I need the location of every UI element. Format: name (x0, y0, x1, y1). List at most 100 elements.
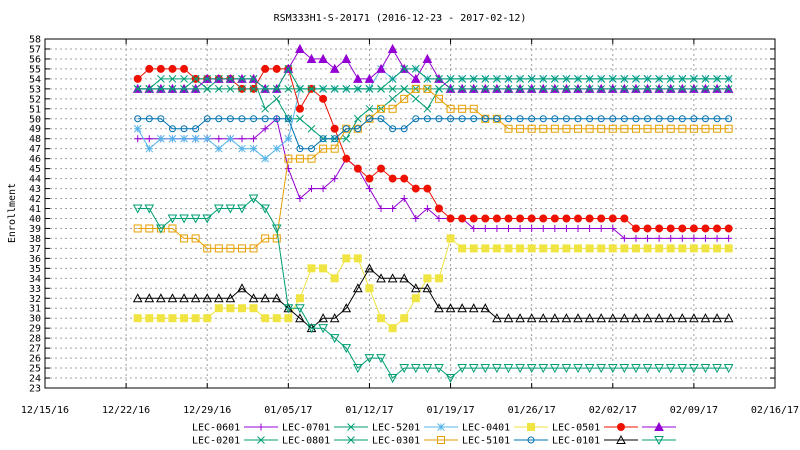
x-axis: 12/15/16 12/22/16 12/29/16 01/05/17 01/12/17… (21, 39, 799, 416)
data-point (295, 104, 304, 113)
y-tick-label: 28 (29, 334, 41, 345)
data-point (388, 94, 397, 103)
data-point (284, 314, 293, 323)
data-point (492, 214, 501, 223)
legend-swatch-marker (617, 423, 625, 431)
data-point (168, 314, 177, 323)
y-tick-label: 57 (29, 44, 41, 55)
data-point (377, 85, 385, 93)
data-point (457, 303, 467, 313)
data-point (516, 124, 525, 133)
data-point (284, 165, 292, 173)
legend-swatch-marker (654, 421, 664, 431)
data-point (400, 174, 409, 183)
data-point (539, 115, 547, 123)
data-point (145, 314, 154, 323)
data-point (238, 115, 246, 123)
data-point (631, 364, 641, 374)
data-point (643, 224, 652, 233)
data-point (342, 85, 351, 93)
data-point (445, 303, 456, 313)
data-point (562, 244, 571, 253)
y-tick-label: 47 (29, 144, 41, 155)
data-point (446, 234, 455, 243)
data-point (550, 313, 560, 323)
series-lec-0401 (133, 234, 733, 333)
series-line (137, 267, 729, 329)
data-point (238, 135, 246, 143)
data-point (133, 85, 142, 93)
data-point (318, 313, 328, 323)
data-point (608, 124, 617, 133)
data-point (584, 364, 595, 374)
data-point (538, 313, 549, 323)
data-point (376, 63, 386, 73)
data-point (596, 364, 607, 374)
data-point (550, 244, 559, 253)
data-point (620, 115, 628, 123)
data-point (329, 63, 340, 73)
data-point (272, 64, 281, 73)
data-point (295, 313, 305, 323)
data-point (551, 224, 559, 232)
data-point (157, 134, 165, 143)
data-point (365, 284, 374, 293)
data-point (260, 293, 270, 303)
data-point (133, 224, 142, 233)
data-point (435, 214, 443, 222)
data-point (655, 75, 663, 83)
data-point (434, 364, 444, 374)
data-point (643, 124, 652, 133)
data-point (364, 354, 375, 364)
data-point (306, 324, 317, 334)
data-point (214, 85, 223, 93)
data-point (690, 85, 698, 93)
data-point (689, 244, 698, 253)
x-tick-label: 02/09/17 (670, 405, 718, 416)
data-point (526, 364, 537, 374)
legend-item (642, 421, 676, 431)
y-tick-label: 48 (29, 134, 41, 145)
data-point (516, 115, 524, 123)
data-point (493, 85, 501, 93)
data-point (503, 364, 514, 374)
data-point (573, 364, 583, 374)
data-point (132, 204, 143, 214)
data-point (712, 313, 722, 323)
data-point (423, 84, 432, 93)
data-point (319, 264, 328, 273)
data-point (272, 85, 281, 93)
data-point (400, 314, 409, 323)
data-point (724, 75, 733, 83)
data-point (701, 85, 710, 93)
y-tick-label: 54 (29, 74, 41, 85)
data-point (330, 85, 339, 93)
legend-swatch-marker (527, 436, 535, 444)
data-point (562, 124, 571, 133)
data-point (435, 115, 443, 123)
data-point (226, 134, 235, 143)
data-point (469, 104, 478, 113)
data-point (620, 244, 629, 253)
data-point (144, 204, 155, 214)
series-lec-0301 (133, 84, 733, 253)
data-point (296, 114, 304, 123)
data-point (180, 85, 188, 93)
data-point (203, 134, 212, 143)
data-point (701, 224, 710, 233)
data-point (250, 135, 258, 143)
data-point (632, 115, 640, 123)
data-point (724, 85, 733, 93)
data-point (145, 144, 154, 153)
data-point (225, 204, 236, 214)
data-point (238, 144, 246, 153)
x-tick-label: 01/19/17 (426, 405, 474, 416)
y-tick-label: 24 (29, 374, 41, 385)
data-point (609, 115, 617, 123)
data-point (341, 303, 352, 313)
data-point (562, 224, 570, 232)
data-point (481, 115, 489, 123)
data-point (180, 75, 188, 83)
data-point (273, 115, 281, 123)
data-point (458, 214, 467, 223)
